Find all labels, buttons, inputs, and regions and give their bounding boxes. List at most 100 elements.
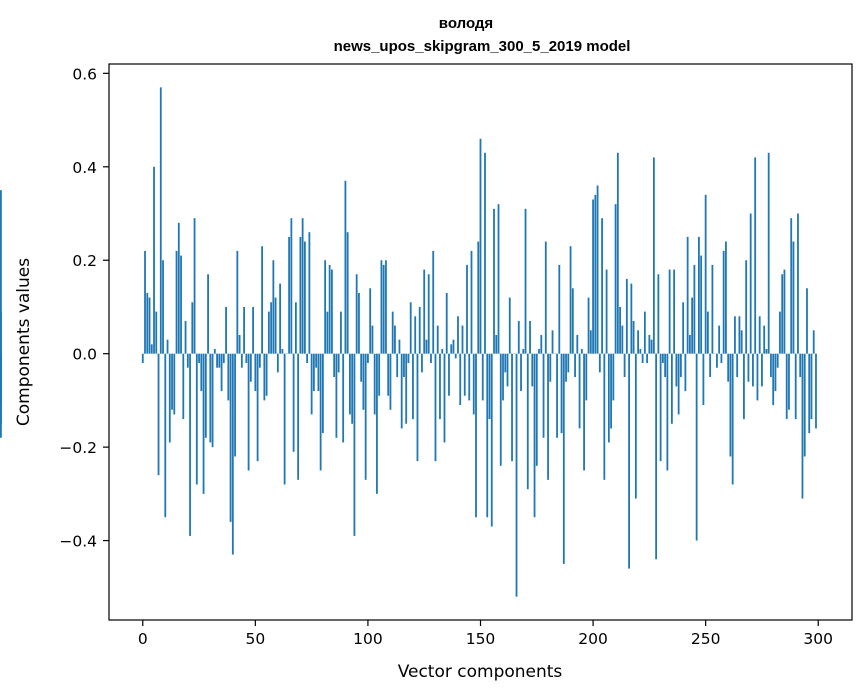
bar [173,353,176,415]
bar [425,339,428,354]
bar [562,353,565,564]
bar [452,339,455,354]
x-tick-label: 50 [245,630,265,648]
y-axis: −0.4 −0.2 0.0 0.2 0.4 0.6 [59,65,109,551]
x-tick-label: 100 [353,630,383,648]
bar [788,353,790,410]
bar [763,325,766,354]
bar [220,353,223,392]
bar [668,269,671,354]
bar [693,264,696,354]
y-tick-label: −0.4 [59,533,97,551]
bar [722,250,725,354]
bar [486,353,489,518]
bar [783,269,786,354]
bar [576,334,579,354]
bar [556,353,558,438]
bar [236,250,239,354]
bar [614,204,617,354]
bar [243,306,245,354]
bar [166,339,169,354]
bar [231,353,234,555]
bar [648,334,651,354]
bar [164,353,167,518]
bar [772,353,775,406]
bar [346,232,349,354]
bar [520,353,522,392]
bar [493,208,495,354]
x-tick-label: 150 [466,630,496,648]
bar [299,236,302,354]
bar [398,339,401,354]
bar [155,311,158,354]
bar [594,194,597,354]
bar [549,353,552,382]
bar [443,353,446,443]
bar [571,288,574,354]
bar [353,353,356,536]
bar [727,353,730,382]
bar [247,353,250,471]
y-tick-label: 0.6 [72,65,97,83]
y-tick-label: 0.4 [72,159,97,177]
bar [407,353,410,364]
y-tick-label: 0.2 [72,252,97,270]
bar [499,353,502,466]
bar [263,353,266,401]
bar [0,190,2,354]
bar [659,353,662,462]
x-tick-label: 300 [803,630,833,648]
bar [434,353,437,462]
bar [560,353,563,434]
bar [297,353,300,480]
bar [490,353,493,527]
bar-series [0,87,817,597]
y-axis-label: Components values [14,258,34,426]
bar [317,353,320,392]
bar [463,353,466,396]
bar [799,353,802,378]
bar [612,353,615,401]
bar [400,353,403,429]
bar [222,353,225,364]
bar [436,325,439,354]
bar [421,353,423,373]
bar [610,353,612,429]
bar [619,306,621,354]
bar [360,353,363,382]
bar [578,353,581,429]
y-tick-label: −0.2 [59,439,97,457]
bar [454,353,457,359]
bar [367,353,369,364]
bar [522,349,525,354]
bar [389,353,392,410]
bar [637,330,640,354]
bar [592,199,594,354]
bar [349,353,351,415]
bar [283,353,286,485]
bar [673,269,676,354]
bar [355,274,358,354]
bar [211,353,214,448]
bar [254,353,257,392]
bar [734,316,736,354]
bar [358,292,360,354]
bar [747,353,750,382]
bar [504,353,507,373]
bar [301,218,304,354]
bar [589,330,592,354]
bar [682,302,685,354]
bar [580,349,583,354]
bar [634,353,637,499]
bar [378,353,381,396]
bar [749,213,752,354]
bar [382,264,385,354]
bar [801,353,804,499]
bar [677,353,680,415]
bar [216,353,218,368]
bar [745,260,748,354]
bar [189,353,191,536]
bar [461,325,464,354]
bar [506,353,509,387]
bar [540,334,543,354]
